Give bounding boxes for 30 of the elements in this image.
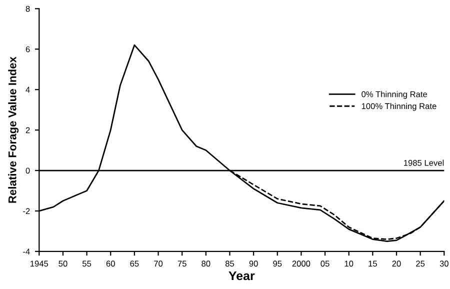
x-tick-label: 50 bbox=[58, 260, 68, 267]
y-tick-label: -2 bbox=[23, 208, 30, 214]
x-tick-label: 75 bbox=[178, 260, 186, 267]
y-tick-label: 4 bbox=[26, 86, 30, 93]
y-axis-title: Relative Forage Value Index bbox=[8, 56, 19, 203]
x-tick-label: 85 bbox=[225, 260, 234, 267]
y-tick-label: 6 bbox=[26, 46, 30, 52]
x-tick-label: 55 bbox=[82, 260, 92, 267]
y-tick-label: -4 bbox=[23, 248, 30, 254]
x-tick-label: 25 bbox=[416, 260, 425, 267]
x-tick-label: 65 bbox=[130, 260, 139, 267]
ref-line-label: 1985 Level bbox=[404, 160, 444, 166]
x-tick-label: 10 bbox=[344, 260, 354, 267]
x-tick-label: 30 bbox=[440, 260, 448, 267]
x-tick-label: 20 bbox=[392, 260, 401, 267]
x-tick-label: 80 bbox=[202, 260, 210, 267]
x-tick-label: 60 bbox=[106, 260, 115, 267]
x-tick-label: 1945 bbox=[30, 260, 48, 267]
y-tick-label: 8 bbox=[26, 6, 30, 12]
x-tick-label: 90 bbox=[249, 260, 258, 267]
legend-label: 100% Thinning Rate bbox=[362, 103, 436, 111]
x-tick-label: 15 bbox=[368, 260, 377, 267]
y-tick-label: 2 bbox=[26, 127, 30, 134]
x-tick-label: 70 bbox=[154, 260, 163, 267]
y-tick-label: 0 bbox=[26, 168, 30, 174]
x-tick-label: 2000 bbox=[292, 260, 310, 267]
legend-label: 0% Thinning Rate bbox=[362, 91, 428, 99]
x-axis-title: Year bbox=[228, 271, 255, 280]
x-tick-label: 95 bbox=[273, 260, 282, 267]
x-tick-label: 05 bbox=[320, 260, 330, 267]
